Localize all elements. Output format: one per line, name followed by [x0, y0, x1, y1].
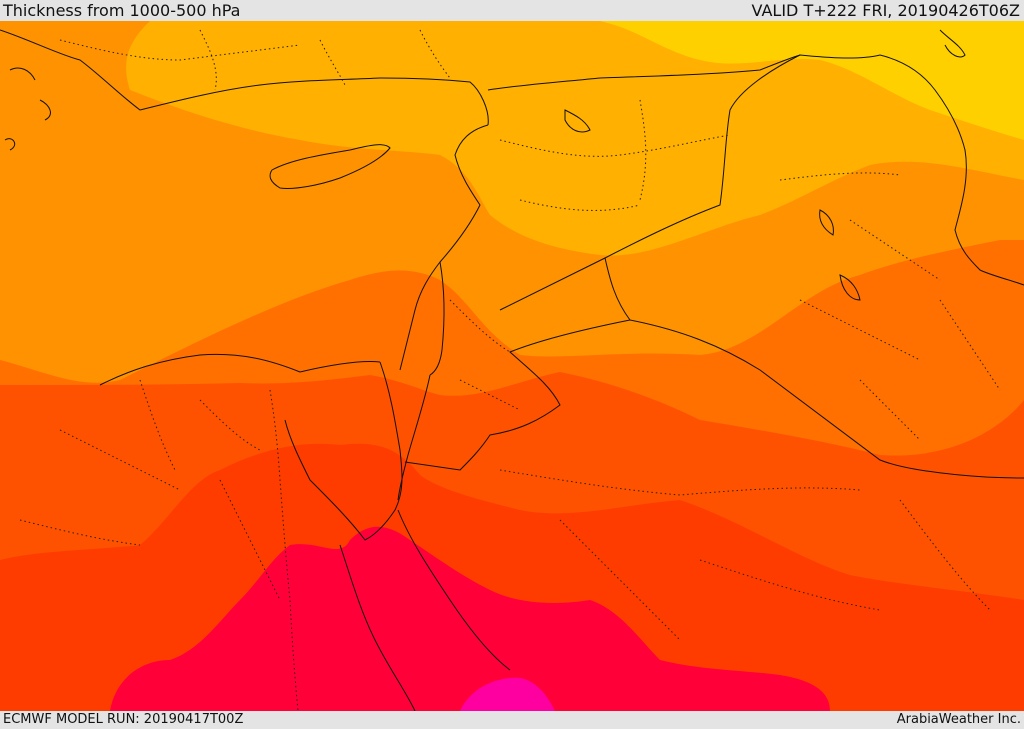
coastlines — [0, 29, 1024, 711]
syria-iraq-border — [499, 54, 801, 311]
header-bar: Thickness from 1000-500 hPa VALID T+222 … — [0, 0, 1024, 21]
turkey-provinces — [59, 29, 451, 91]
tharthar-lake — [819, 209, 834, 236]
footer-bar: ECMWF MODEL RUN: 20190417T00Z ArabiaWeat… — [0, 711, 1024, 729]
levant-coast — [399, 124, 489, 371]
red-sea-east-coast — [397, 509, 511, 671]
model-run-label: ECMWF MODEL RUN: 20190417T00Z — [3, 712, 244, 727]
jordan-border — [404, 257, 631, 471]
turkey-coast — [0, 29, 489, 126]
egypt-north-coast — [99, 353, 381, 386]
credit-label: ArabiaWeather Inc. — [896, 712, 1021, 727]
cyprus-outline — [269, 144, 391, 189]
map-title: Thickness from 1000-500 hPa — [3, 1, 241, 20]
iraq-governorates — [779, 172, 1001, 441]
valid-time-label: VALID T+222 FRI, 20190426T06Z — [751, 1, 1020, 20]
red-sea-west-coast — [339, 544, 416, 711]
syria-north-border — [487, 54, 881, 91]
caspian-hint — [939, 29, 966, 58]
iraq-east-border — [879, 54, 1024, 286]
lake-assad — [564, 109, 591, 133]
jordan-governorates — [449, 299, 521, 411]
milh-lake — [839, 274, 861, 301]
thickness-bands — [0, 21, 1024, 711]
syria-governorates — [499, 99, 731, 211]
egypt-governorates — [19, 379, 281, 601]
saudi-iraq-border — [629, 319, 1024, 479]
map-canvas — [0, 21, 1024, 711]
aegean-islands — [4, 67, 51, 151]
band-crimson — [110, 526, 830, 711]
thickness-map — [0, 21, 1024, 711]
gulf-of-aqaba — [397, 374, 431, 501]
internal-boundaries — [19, 29, 1001, 711]
sinai-and-gulfs — [284, 361, 403, 541]
band-magenta — [460, 677, 555, 711]
israel-border — [429, 261, 445, 376]
